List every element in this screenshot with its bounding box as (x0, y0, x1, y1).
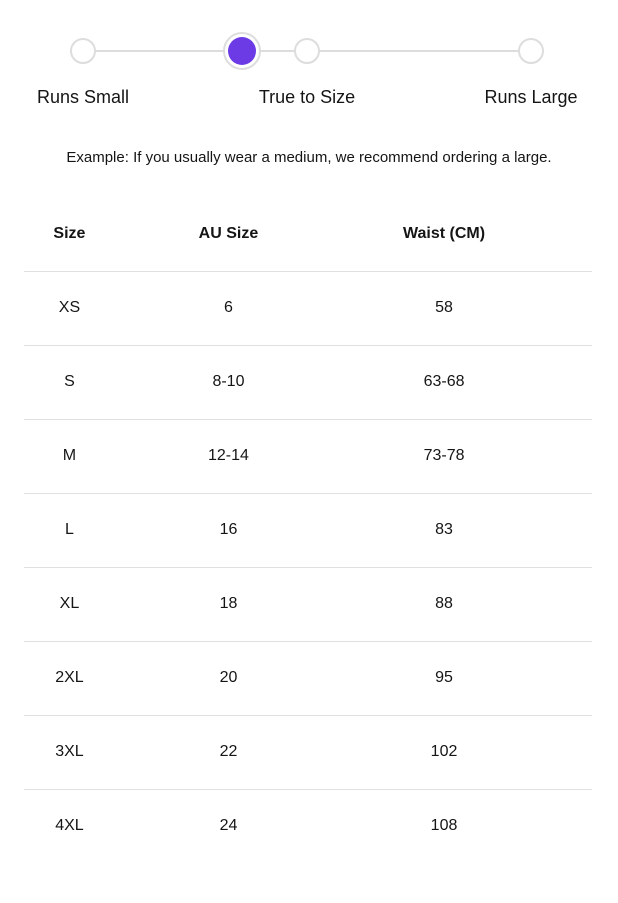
table-cell: 95 (342, 641, 592, 716)
fit-anchor-runs-large (518, 38, 544, 64)
table-cell: 24 (219, 817, 238, 835)
table-cell: 18 (114, 567, 343, 642)
example-note: Example: If you usually wear a medium, w… (66, 149, 552, 166)
table-row: L 16 83 (24, 493, 592, 568)
table-cell: 2XL (24, 641, 115, 716)
table-cell: 3XL (24, 715, 115, 790)
table-cell: 58 (342, 271, 592, 346)
label-true-to-size: True to Size (258, 87, 356, 107)
table-row: 2XL 20 95 (24, 641, 592, 716)
table-cell: S (24, 345, 115, 420)
table-cell: 102 (342, 715, 592, 790)
label-runs-small: Runs Small (36, 87, 130, 107)
table-row: XS 6 58 (24, 271, 592, 346)
size-table-header-row: Size AU Size Waist (CM) (24, 197, 592, 272)
table-row: S 8-10 63-68 (24, 345, 592, 420)
table-cell: 63-68 (342, 345, 592, 420)
size-guide-widget: Runs Small True to Size Runs Large Examp… (0, 32, 618, 903)
table-cell: 22 (114, 715, 343, 790)
table-cell: 83 (342, 493, 592, 568)
table-cell: 8-10 (114, 345, 343, 420)
table-cell: XS (24, 271, 115, 346)
table-cell: M (24, 419, 115, 494)
column-header-waist-cm: Waist (CM) (342, 197, 592, 272)
fit-indicator-dot (228, 37, 257, 65)
fit-anchor-true-to-size (294, 38, 320, 64)
table-cell: XL (24, 567, 115, 642)
table-cell: 88 (342, 567, 592, 642)
table-cell: 16 (114, 493, 343, 568)
fit-indicator (223, 32, 262, 70)
table-cell: 12-14 (114, 419, 343, 494)
size-table: Size AU Size Waist (CM) XS 6 58 S 8-10 63-68 M… (24, 197, 592, 863)
fit-scale-labels: Runs Small True to Size Runs Large (37, 87, 578, 108)
fit-scale (70, 32, 544, 70)
column-header-au-size: AU Size (114, 197, 343, 272)
table-cell: 20 (114, 641, 343, 716)
table-cell: L (24, 493, 115, 568)
column-header-size: Size (24, 197, 115, 272)
table-row: M 12-14 73-78 (24, 419, 592, 494)
fit-anchor-runs-small (70, 38, 96, 64)
table-row: 3XL 22 102 (24, 715, 592, 790)
table-cell: 6 (114, 271, 343, 346)
table-cell: 108 (430, 817, 458, 835)
table-row: XL 18 88 (24, 567, 592, 642)
table-row: 4XL 24 108 (24, 789, 592, 863)
label-runs-large: Runs Large (484, 87, 578, 107)
table-cell: 4XL (55, 817, 84, 835)
table-cell: 73-78 (342, 419, 592, 494)
size-table-body: XS 6 58 S 8-10 63-68 M 12-14 73-78 L 16 83 XL 18 88 2XL… (24, 271, 592, 863)
